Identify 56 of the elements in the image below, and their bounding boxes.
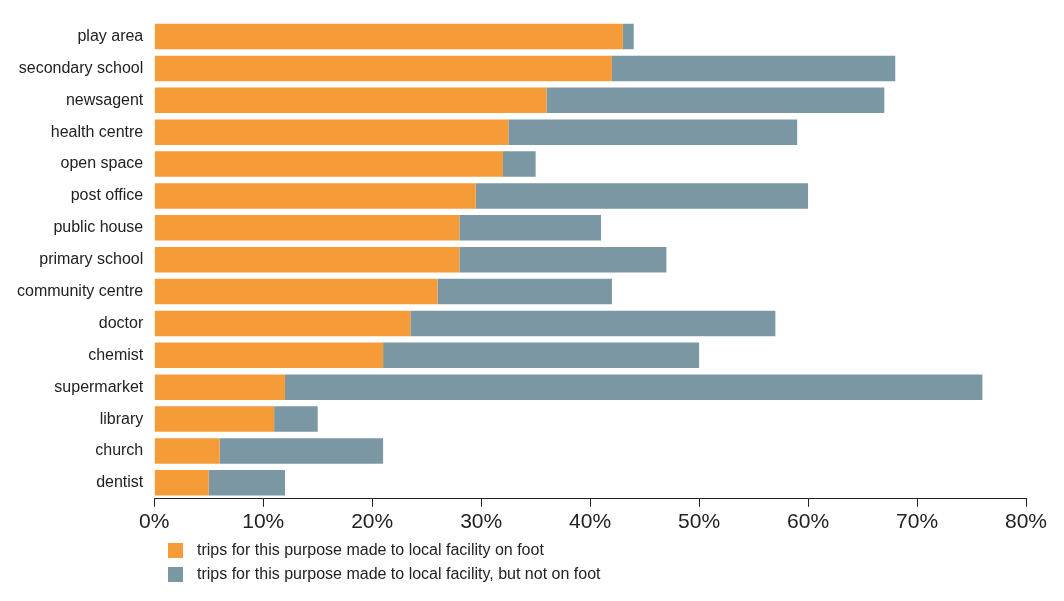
- legend-label: trips for this purpose made to local facility on foot: [197, 541, 544, 559]
- x-tick-label: 30%: [460, 509, 503, 533]
- x-tick-label: 0%: [139, 509, 170, 533]
- bar: [154, 374, 286, 400]
- y-tick-label: post office: [70, 186, 144, 204]
- bar: [154, 87, 547, 114]
- bar: [219, 438, 384, 464]
- y-tick-label: chemist: [88, 345, 144, 363]
- bar: [154, 215, 460, 241]
- x-tick-label: 60%: [787, 509, 830, 533]
- bar: [154, 55, 612, 82]
- bar: [502, 151, 536, 177]
- bar: [383, 342, 700, 369]
- x-tick-label: 20%: [351, 509, 394, 533]
- y-tick-label: supermarket: [54, 377, 144, 395]
- bar: [154, 119, 509, 145]
- x-tick-label: 40%: [569, 509, 612, 533]
- bar: [154, 278, 438, 305]
- bar: [154, 342, 384, 369]
- y-tick-label: health centre: [50, 122, 144, 140]
- bar: [410, 310, 776, 337]
- x-tick-label: 70%: [896, 509, 939, 533]
- bar: [508, 119, 798, 145]
- bar: [285, 374, 983, 400]
- bar: [154, 246, 460, 273]
- bar: [154, 470, 209, 496]
- legend-label: trips for this purpose made to local facility, but not on foot: [197, 565, 601, 583]
- bar: [208, 470, 286, 496]
- bar: [459, 215, 602, 241]
- bar: [154, 406, 275, 432]
- bar: [459, 246, 667, 273]
- bar: [274, 406, 318, 432]
- bar: [611, 55, 896, 82]
- x-tick-label: 10%: [242, 509, 285, 533]
- bar: [154, 151, 503, 177]
- bar: [154, 183, 476, 209]
- y-tick-label: church: [95, 441, 144, 459]
- bar: [622, 23, 634, 50]
- y-tick-label: doctor: [98, 313, 144, 331]
- x-tick-label: 50%: [678, 509, 721, 533]
- y-tick-label: library: [99, 409, 144, 427]
- x-tick-label: 80%: [1004, 509, 1048, 533]
- bar: [154, 438, 220, 464]
- y-tick-label: dentist: [96, 473, 144, 491]
- bar: [154, 23, 623, 50]
- bar: [475, 183, 809, 209]
- y-tick-label: newsagent: [65, 90, 144, 108]
- bar: [546, 87, 885, 114]
- y-tick-label: primary school: [39, 250, 144, 268]
- y-tick-label: public house: [53, 218, 144, 236]
- bar: [154, 310, 411, 337]
- y-tick-label: secondary school: [18, 58, 144, 76]
- y-tick-label: open space: [60, 154, 144, 172]
- y-tick-label: play area: [77, 26, 144, 44]
- bar: [437, 278, 612, 305]
- y-tick-label: community centre: [17, 281, 144, 299]
